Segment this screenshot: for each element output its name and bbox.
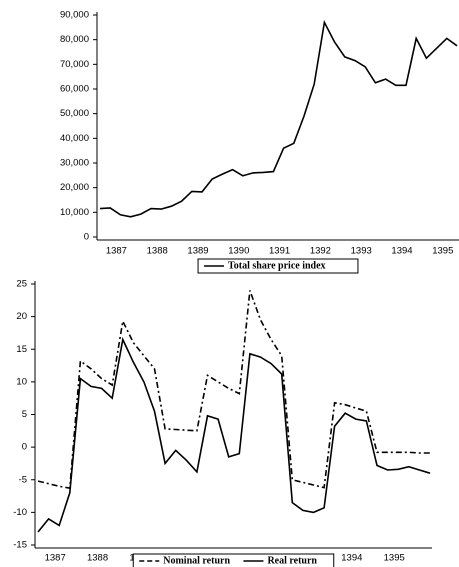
y-tick-label: 80,000	[60, 34, 89, 45]
y-tick-label: -15	[13, 540, 27, 551]
y-tick-label: 20	[16, 311, 27, 322]
legend-label: Real return	[267, 555, 317, 566]
page: 0 10,000 20,000 30,000 40,000 50,000 60,000 70,…	[0, 0, 459, 567]
y-tick-label: 60,000	[60, 84, 89, 95]
y-tick-label: 30,000	[60, 158, 89, 169]
x-tick-label: 1387	[45, 553, 66, 564]
data-line	[38, 340, 430, 533]
y-tick-label: 70,000	[60, 59, 89, 70]
x-tick-label: 1388	[147, 246, 168, 257]
x-tick-label: 1387	[106, 246, 127, 257]
x-tick-label: 1394	[341, 553, 362, 564]
y-tick-label: 10	[16, 376, 27, 387]
x-tick-label: 1389	[187, 246, 208, 257]
x-tick-label: 1391	[269, 246, 290, 257]
y-tick-label: 15	[16, 344, 27, 355]
x-tick-label: 1388	[87, 553, 108, 564]
legend-label: Nominal return	[163, 555, 230, 566]
x-tick-label: 1393	[351, 246, 372, 257]
legend-label: Total share price index	[228, 260, 326, 271]
y-tick-label: 20,000	[60, 182, 89, 193]
y-tick-label: 50,000	[60, 108, 89, 119]
y-tick-label: 10,000	[60, 207, 89, 218]
data-line	[100, 22, 457, 216]
x-tick-label: 1392	[310, 246, 331, 257]
x-tick-label: 1395	[384, 553, 405, 564]
data-line	[38, 291, 430, 489]
y-tick-label: 90,000	[60, 10, 89, 21]
y-tick-label: 5	[22, 409, 27, 420]
y-tick-label: 0	[22, 442, 27, 453]
y-tick-label: 25	[16, 279, 27, 290]
y-tick-label: -10	[13, 507, 27, 518]
x-tick-label: 1395	[432, 246, 453, 257]
x-tick-label: 1390	[228, 246, 249, 257]
x-tick-label: 1394	[391, 246, 412, 257]
y-tick-label: 40,000	[60, 133, 89, 144]
y-tick-label: 0	[84, 232, 89, 243]
y-tick-label: -5	[19, 474, 27, 485]
